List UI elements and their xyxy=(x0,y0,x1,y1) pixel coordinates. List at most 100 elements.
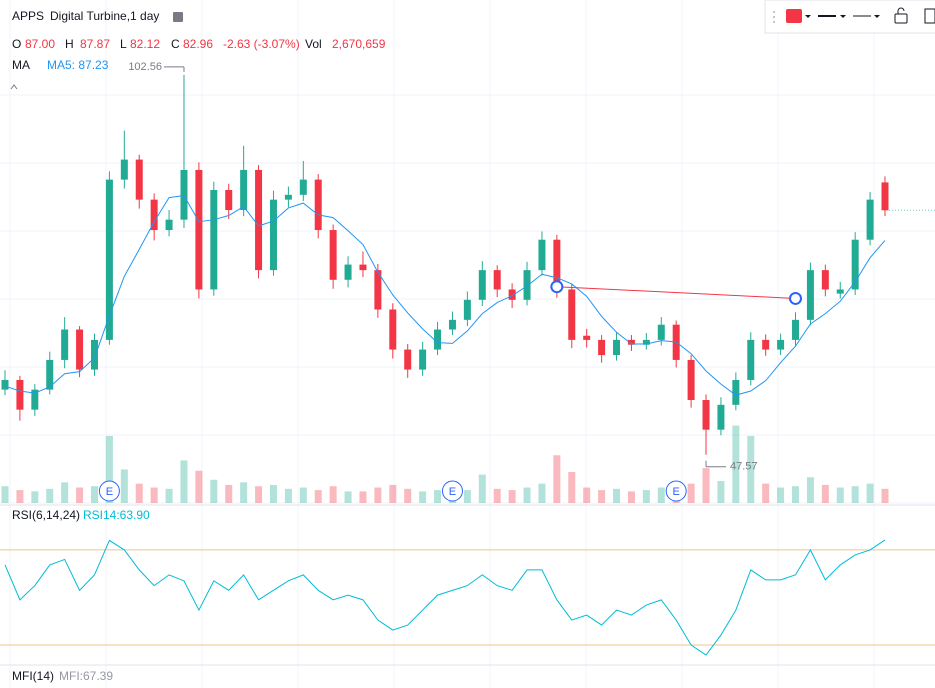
ohlc-key: C xyxy=(171,37,180,51)
drag-handle xyxy=(773,16,775,18)
volume-bar xyxy=(732,425,740,503)
volume-bar xyxy=(150,487,158,503)
candle-body xyxy=(120,159,128,180)
earnings-label: E xyxy=(106,486,113,498)
trend-handle[interactable] xyxy=(789,291,803,305)
candle-body xyxy=(419,349,427,370)
change: -2.63 (-3.07%) xyxy=(223,37,300,51)
candle-body xyxy=(881,182,889,211)
candle-body xyxy=(568,289,576,340)
volume-bar xyxy=(195,470,203,503)
volume-bar xyxy=(105,435,113,503)
volume-bar xyxy=(747,435,755,503)
volume-bar xyxy=(344,491,352,503)
mfi-value: MFI:67.39 xyxy=(59,669,113,683)
candle-body xyxy=(90,339,98,370)
low-label: 47.57 xyxy=(730,461,758,473)
volume-bar xyxy=(523,487,531,503)
candle-body xyxy=(329,230,337,280)
volume-bar xyxy=(821,484,829,503)
plot: 102.56 47.57 E E E xyxy=(0,61,935,656)
candle-body xyxy=(61,329,69,360)
ma-title: MA xyxy=(12,58,30,72)
candle-body xyxy=(792,319,800,340)
volume-bar xyxy=(613,488,621,503)
volume-bar xyxy=(389,484,397,503)
trend-handle[interactable] xyxy=(550,280,564,294)
volume-bar xyxy=(687,483,695,503)
lock-button[interactable] xyxy=(894,13,908,24)
candle-body xyxy=(538,239,546,271)
candle-body xyxy=(478,270,486,300)
rsi-value: RSI14:63.90 xyxy=(83,508,150,522)
candle-body xyxy=(314,179,322,231)
candle-body xyxy=(821,270,829,290)
collapse-icon[interactable] xyxy=(10,84,18,90)
ohlc-value: 82.12 xyxy=(130,37,160,51)
ohlc-key: H xyxy=(65,37,74,51)
lock-shackle xyxy=(897,7,905,14)
volume-bar xyxy=(210,479,218,503)
volume-bar xyxy=(568,472,576,503)
ohlc-value: 82.96 xyxy=(183,37,213,51)
info-icon[interactable] xyxy=(173,12,183,22)
volume-bar xyxy=(627,491,635,503)
candle-body xyxy=(627,339,635,345)
volume-bar xyxy=(16,490,24,503)
volume-bar xyxy=(642,490,650,503)
candle-body xyxy=(702,399,710,430)
volume-bar xyxy=(806,477,814,503)
drawing-toolbar xyxy=(764,0,935,34)
candle-body xyxy=(762,339,770,350)
volume-bar xyxy=(31,491,39,503)
candle-body xyxy=(404,349,412,370)
dropdown-arrow xyxy=(840,15,846,18)
candle-body xyxy=(493,270,501,290)
volume-bar xyxy=(538,483,546,503)
candle-body xyxy=(105,179,113,340)
trend-line xyxy=(556,286,796,299)
volume-value: 2,670,659 xyxy=(332,37,386,51)
drag-handle[interactable] xyxy=(773,11,775,13)
volume-bar xyxy=(866,483,874,503)
earnings-marker[interactable] xyxy=(665,480,687,502)
volume-bar xyxy=(120,469,128,503)
volume-bar xyxy=(762,483,770,503)
volume-bar xyxy=(76,487,84,503)
symbol: APPS xyxy=(12,9,44,23)
volume-bar xyxy=(851,486,859,503)
candle-body xyxy=(851,239,859,290)
candle-body xyxy=(31,389,39,410)
rsi-line xyxy=(4,539,886,656)
legend: APPS Digital Turbine,1 day O 87.00 H 87.… xyxy=(10,9,386,683)
volume-bar xyxy=(419,491,427,503)
candle-body xyxy=(553,239,561,290)
high-label: 102.56 xyxy=(128,61,162,73)
candle-body xyxy=(448,319,456,330)
candle-body xyxy=(777,339,785,350)
volume-bar xyxy=(314,490,322,503)
volume-key: Vol xyxy=(305,37,322,51)
ma-line xyxy=(4,194,886,396)
dropdown-arrow xyxy=(874,15,880,18)
volume-bar xyxy=(46,488,54,503)
volume-bar xyxy=(359,491,367,503)
color-button[interactable] xyxy=(786,9,802,23)
volume-bar xyxy=(299,487,307,503)
candle-body xyxy=(583,335,591,340)
volume-bar xyxy=(1,486,9,503)
candle-body xyxy=(434,329,442,350)
candle-body xyxy=(866,199,874,240)
candle-body xyxy=(1,379,9,390)
candle-body xyxy=(46,359,54,390)
candle-body xyxy=(508,289,516,300)
volume-bar xyxy=(269,484,277,503)
volume-bar xyxy=(836,487,844,503)
volume-bar xyxy=(404,488,412,503)
earnings-marker[interactable] xyxy=(441,480,463,502)
delete-button[interactable] xyxy=(924,8,935,24)
volume-bar xyxy=(374,487,382,503)
earnings-marker[interactable] xyxy=(98,480,120,502)
